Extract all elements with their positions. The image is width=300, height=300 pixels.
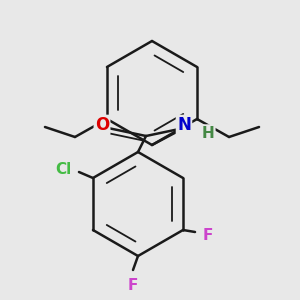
Text: Cl: Cl	[55, 163, 71, 178]
Text: O: O	[95, 116, 109, 134]
Text: H: H	[202, 125, 214, 140]
Text: N: N	[177, 116, 191, 134]
Text: F: F	[128, 278, 138, 292]
Text: F: F	[203, 227, 213, 242]
